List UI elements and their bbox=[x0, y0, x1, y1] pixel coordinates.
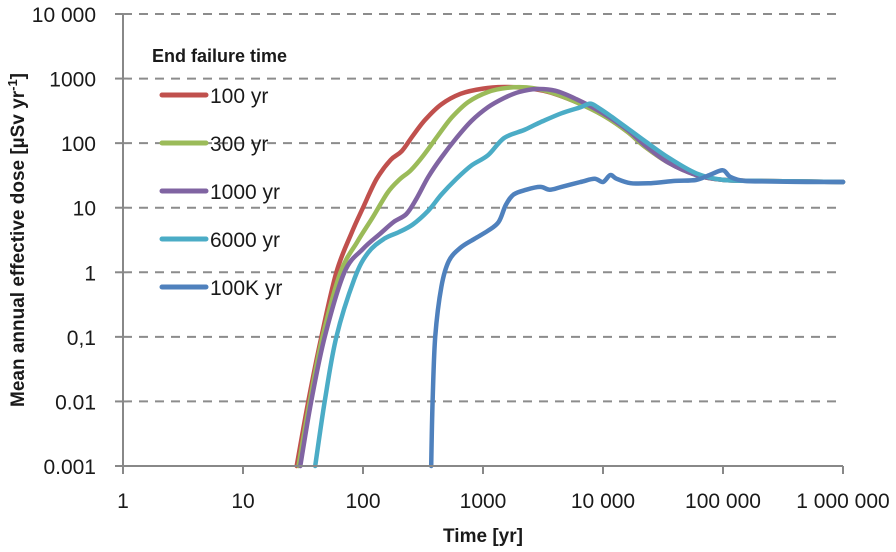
y-axis-title-sup: -1 bbox=[5, 79, 20, 91]
x-tick-label: 1000 bbox=[460, 490, 507, 513]
y-tick-label: 10 bbox=[73, 198, 96, 221]
y-tick-label: 0,1 bbox=[67, 327, 96, 350]
series-100k-yr bbox=[428, 168, 846, 469]
y-tick-labels: 0.001 0.01 0,1 1 10 100 1000 10 000 bbox=[32, 4, 123, 479]
x-tick-label: 100 000 bbox=[685, 490, 761, 513]
y-tick-label: 0.001 bbox=[43, 456, 96, 479]
x-tick-label: 1 000 000 bbox=[796, 490, 889, 513]
y-tick-label: 100 bbox=[61, 133, 96, 156]
series-100-yr bbox=[294, 84, 846, 469]
series-line-1000-yr bbox=[298, 86, 846, 469]
legend-label: 6000 yr bbox=[210, 229, 280, 252]
series-line-100k-yr bbox=[428, 168, 846, 469]
legend-item-100-yr: 100 yr bbox=[159, 85, 268, 108]
x-tick-label: 10 bbox=[231, 490, 254, 513]
series-line-6000-yr bbox=[312, 101, 846, 469]
x-tick-labels: 1 10 100 1000 10 000 100 000 1 000 000 bbox=[117, 466, 890, 513]
legend-title: End failure time bbox=[152, 46, 287, 66]
y-tick-label: 10 000 bbox=[32, 4, 96, 27]
legend-label: 100K yr bbox=[210, 277, 282, 300]
y-axis-title-end: ] bbox=[8, 73, 29, 79]
legend-label: 1000 yr bbox=[210, 181, 280, 204]
y-tick-label: 1 bbox=[84, 262, 96, 285]
legend-item-100k-yr: 100K yr bbox=[159, 277, 282, 300]
x-tick-label: 1 bbox=[117, 490, 129, 513]
legend-label: 100 yr bbox=[210, 85, 268, 108]
series-1000-yr bbox=[298, 86, 846, 469]
x-tick-label: 10 000 bbox=[571, 490, 635, 513]
y-tick-label: 1000 bbox=[49, 69, 96, 92]
x-axis-title: Time [yr] bbox=[443, 526, 523, 547]
legend-item-6000-yr: 6000 yr bbox=[159, 229, 280, 252]
x-tick-label: 100 bbox=[345, 490, 380, 513]
legend-item-1000-yr: 1000 yr bbox=[159, 181, 280, 204]
legend: End failure time 100 yr 300 yr 1000 yr 6000… bbox=[152, 46, 287, 300]
axes bbox=[115, 14, 843, 474]
legend-label: 300 yr bbox=[210, 133, 268, 156]
series-layer bbox=[294, 84, 846, 469]
series-6000-yr bbox=[312, 101, 846, 469]
y-tick-label: 0.01 bbox=[55, 391, 96, 414]
y-axis-title: Mean annual effective dose [µSv yr-1] bbox=[5, 73, 30, 407]
gridlines bbox=[123, 13, 843, 403]
legend-item-300-yr: 300 yr bbox=[159, 133, 268, 156]
y-axis-title-main: Mean annual effective dose [µSv yr bbox=[8, 90, 29, 407]
series-line-100-yr bbox=[294, 84, 846, 469]
